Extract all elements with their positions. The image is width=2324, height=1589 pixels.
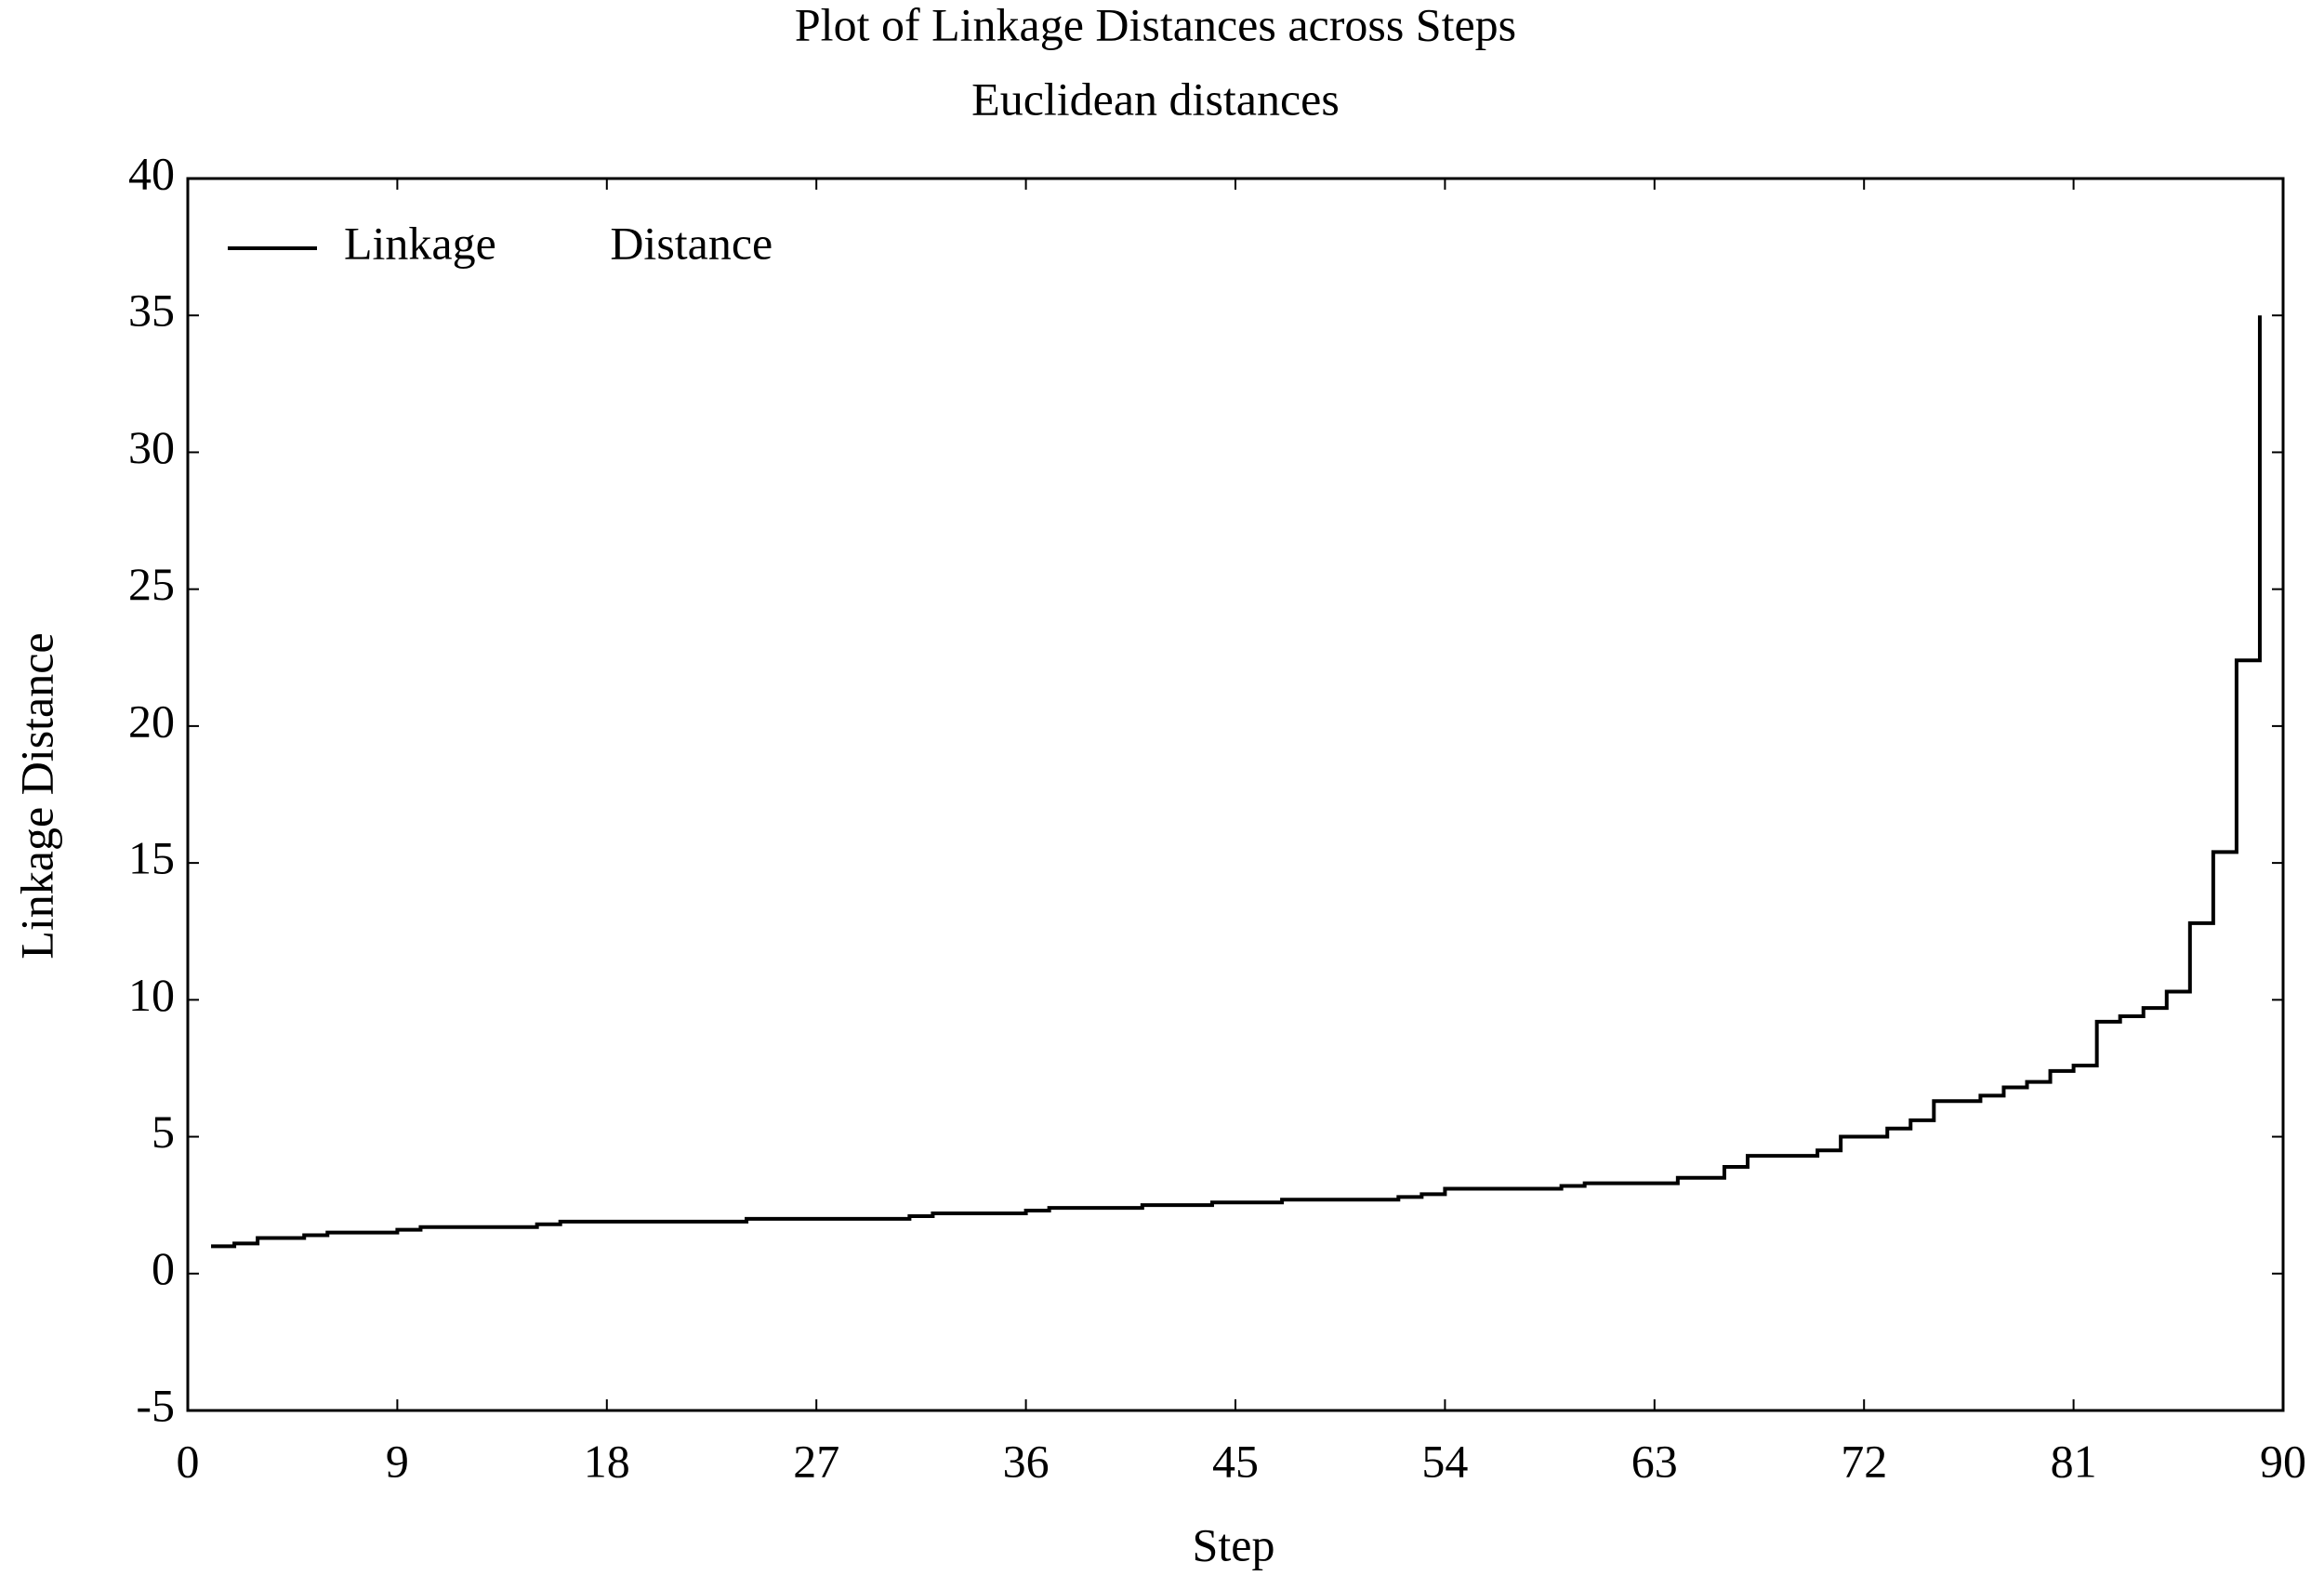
- x-axis-label: Step: [1193, 1518, 1275, 1570]
- x-tick-label: 36: [1003, 1435, 1050, 1487]
- x-tick-label: 0: [177, 1435, 200, 1487]
- data-line: [211, 315, 2262, 1249]
- x-tick-label: 81: [2051, 1435, 2097, 1487]
- chart-subtitle: Euclidean distances: [971, 73, 1340, 125]
- x-tick-label: 72: [1841, 1435, 1887, 1487]
- y-tick-label: 0: [152, 1242, 175, 1294]
- y-tick-label: 25: [128, 558, 175, 610]
- x-tick-label: 54: [1421, 1435, 1468, 1487]
- y-tick-label: -5: [136, 1379, 175, 1431]
- y-tick-label: 15: [128, 832, 175, 884]
- x-tick-label: 45: [1212, 1435, 1259, 1487]
- y-tick-label: 35: [128, 285, 175, 337]
- y-tick-label: 10: [128, 969, 175, 1021]
- y-tick-label: 30: [128, 421, 175, 473]
- legend-label: Linkage Distance: [344, 217, 772, 269]
- x-tick-label: 9: [386, 1435, 409, 1487]
- y-tick-label: 20: [128, 695, 175, 747]
- x-tick-label: 18: [584, 1435, 630, 1487]
- x-tick-label: 90: [2260, 1435, 2306, 1487]
- x-tick-label: 63: [1631, 1435, 1678, 1487]
- x-tick-label: 27: [793, 1435, 839, 1487]
- chart-title: Plot of Linkage Distances across Steps: [795, 0, 1516, 50]
- y-tick-label: 40: [128, 147, 175, 199]
- y-tick-label: 5: [152, 1106, 175, 1158]
- y-axis-label: Linkage Distance: [10, 632, 62, 959]
